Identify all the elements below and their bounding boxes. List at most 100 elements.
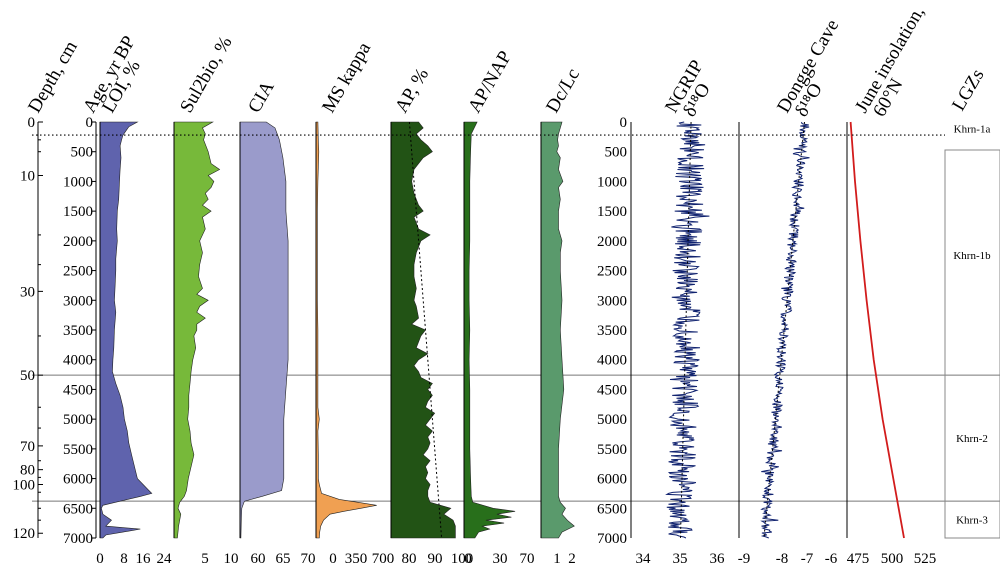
zones-header: LGZs — [948, 66, 988, 115]
bottom-tick-7-1: 35 — [673, 551, 688, 567]
age-tick2-13: 6500 — [597, 501, 627, 517]
bottom-tick-0-2: 16 — [136, 551, 152, 567]
depth-tick-2: 30 — [20, 284, 35, 300]
panel-0 — [99, 121, 153, 539]
depth-tick-4: 70 — [20, 439, 35, 455]
bottom-tick-7-2: 36 — [710, 551, 726, 567]
bottom-tick-8-2: -7 — [801, 551, 814, 567]
bottom-tick-4-1: 90 — [428, 551, 443, 567]
age-tick-8: 4000 — [63, 353, 93, 369]
bottom-tick-8-1: -8 — [776, 551, 789, 567]
age-tick2-6: 3000 — [597, 293, 627, 309]
depth-tick-3: 50 — [20, 368, 35, 384]
axes: 0 8 16 24 5 10 60 65 70 0 350 700 80 90 1000 30 70 1 2 34 35… — [13, 115, 937, 567]
age-tick2-4: 2000 — [597, 234, 627, 250]
bottom-tick-0-1: 8 — [120, 551, 128, 567]
panel-header-4: AP, % — [391, 65, 433, 117]
panel-2 — [239, 121, 289, 539]
panels — [99, 121, 905, 539]
area-6 — [540, 121, 575, 539]
bottom-tick-5-2: 70 — [520, 551, 535, 567]
trend-line-8 — [763, 121, 805, 539]
zone-column: LGZs Khrn-1a Khrn-1b Khrn-2 Khrn-3 — [944, 66, 1000, 539]
isotope-line-8 — [760, 121, 810, 539]
bottom-tick-2-0: 60 — [251, 551, 266, 567]
age-tick-10: 5000 — [63, 412, 93, 428]
zone-label-3: Khrn-3 — [956, 515, 988, 527]
zone-label-1: Khrn-1b — [953, 250, 991, 262]
bottom-tick-3-2: 700 — [372, 551, 395, 567]
depth-axis-label: Depth, cm — [24, 37, 82, 116]
area-1 — [173, 121, 221, 539]
bottom-tick-1-1: 10 — [224, 551, 239, 567]
age-tick-4: 2000 — [63, 234, 93, 250]
age-tick-0: 0 — [86, 115, 94, 131]
age-tick-5: 2500 — [63, 264, 93, 280]
panel-header-1: Sul2bio, % — [176, 33, 236, 117]
panel-header-5: AP/NAP — [464, 47, 516, 116]
bottom-tick-5-0: 0 — [464, 551, 472, 567]
zone-boundary-lines — [32, 374, 1000, 502]
trend-line-7 — [679, 121, 692, 539]
age-tick-14: 7000 — [63, 531, 93, 547]
age-tick-11: 5500 — [63, 442, 93, 458]
depth-tick-6: 100 — [13, 478, 36, 494]
bottom-tick-6-0: 1 — [553, 551, 561, 567]
bottom-tick-3-0: 0 — [329, 551, 337, 567]
zone-label-0: Khrn-1a — [954, 124, 991, 136]
age-tick2-10: 5000 — [597, 412, 627, 428]
age-tick2-8: 4000 — [597, 353, 627, 369]
zone-frame — [944, 149, 1000, 539]
depth-tick-0: 0 — [28, 115, 36, 131]
panel-7 — [665, 121, 710, 539]
age-tick-12: 6000 — [63, 472, 93, 488]
age-tick-7: 3500 — [63, 323, 93, 339]
bottom-tick-5-1: 30 — [493, 551, 508, 567]
bottom-tick-9-0: 475 — [847, 551, 870, 567]
panel-3 — [315, 121, 377, 539]
panel-5 — [463, 121, 516, 539]
age-tick-1: 500 — [71, 145, 94, 161]
area-4 — [390, 121, 456, 539]
bottom-tick-2-2: 70 — [301, 551, 316, 567]
zone-label-2: Khrn-2 — [956, 433, 988, 445]
bottom-tick-8-0: -9 — [738, 551, 751, 567]
panel-8 — [760, 121, 810, 539]
bottom-tick-0-0: 0 — [96, 551, 104, 567]
panel-header-2: CIA — [244, 77, 279, 116]
age-tick-3: 1500 — [63, 204, 93, 220]
bottom-tick-4-0: 80 — [402, 551, 417, 567]
bottom-tick-4-2: 100 — [451, 551, 474, 567]
ap-trend-line — [408, 121, 443, 539]
age-tick-6: 3000 — [63, 293, 93, 309]
age-tick2-11: 5500 — [597, 442, 627, 458]
age-tick2-3: 1500 — [597, 204, 627, 220]
depth-tick-7: 120 — [13, 526, 36, 542]
age-tick2-0: 0 — [620, 115, 628, 131]
age-tick2-12: 6000 — [597, 472, 627, 488]
age-tick2-1: 500 — [605, 145, 628, 161]
age-tick-2: 1000 — [63, 174, 93, 190]
bottom-tick-7-0: 34 — [636, 551, 652, 567]
age-tick-9: 4500 — [63, 382, 93, 398]
panel-header-6: Dc/Lc — [542, 65, 584, 117]
area-5 — [463, 121, 516, 539]
bottom-tick-0-3: 24 — [157, 551, 173, 567]
age-tick2-9: 4500 — [597, 382, 627, 398]
bottom-tick-2-1: 65 — [276, 551, 291, 567]
area-0 — [99, 121, 153, 539]
depth-tick-1: 10 — [20, 168, 35, 184]
area-2 — [239, 121, 289, 539]
depth-tick-5: 80 — [20, 463, 35, 479]
bottom-tick-8-3: -6 — [825, 551, 838, 567]
curve-9 — [849, 121, 905, 539]
panel-4 — [390, 121, 456, 539]
isotope-line-7 — [665, 121, 710, 539]
bottom-tick-1-0: 5 — [201, 551, 209, 567]
panel-9 — [849, 121, 905, 539]
panel-1 — [173, 121, 221, 539]
age-tick2-7: 3500 — [597, 323, 627, 339]
panel-header-3: MS kappa — [318, 38, 375, 116]
